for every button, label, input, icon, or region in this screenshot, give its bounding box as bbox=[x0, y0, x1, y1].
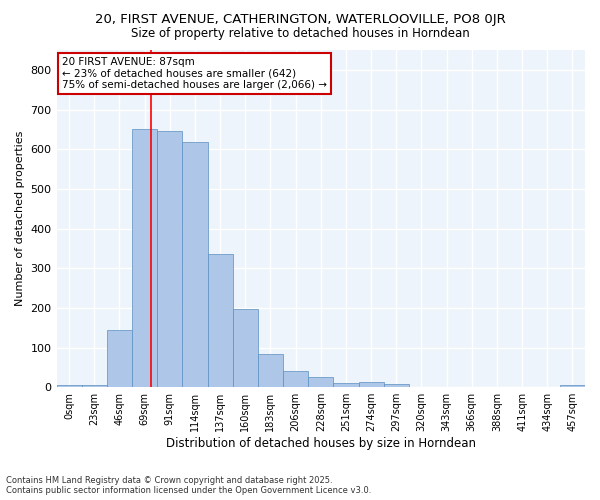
Bar bbox=[560, 385, 585, 387]
Text: Size of property relative to detached houses in Horndean: Size of property relative to detached ho… bbox=[131, 28, 469, 40]
Bar bbox=[107, 330, 132, 387]
Bar bbox=[383, 384, 409, 387]
Text: 20 FIRST AVENUE: 87sqm
← 23% of detached houses are smaller (642)
75% of semi-de: 20 FIRST AVENUE: 87sqm ← 23% of detached… bbox=[62, 56, 327, 90]
Bar bbox=[157, 132, 182, 387]
Text: Contains HM Land Registry data © Crown copyright and database right 2025.
Contai: Contains HM Land Registry data © Crown c… bbox=[6, 476, 371, 495]
Bar bbox=[82, 385, 107, 387]
Text: 20, FIRST AVENUE, CATHERINGTON, WATERLOOVILLE, PO8 0JR: 20, FIRST AVENUE, CATHERINGTON, WATERLOO… bbox=[95, 12, 505, 26]
Bar bbox=[258, 354, 283, 387]
X-axis label: Distribution of detached houses by size in Horndean: Distribution of detached houses by size … bbox=[166, 437, 476, 450]
Y-axis label: Number of detached properties: Number of detached properties bbox=[15, 131, 25, 306]
Bar bbox=[233, 308, 258, 387]
Bar bbox=[283, 371, 308, 387]
Bar bbox=[359, 382, 383, 387]
Bar bbox=[182, 142, 208, 387]
Bar bbox=[56, 385, 82, 387]
Bar bbox=[308, 377, 334, 387]
Bar bbox=[132, 130, 157, 387]
Bar bbox=[208, 254, 233, 387]
Bar bbox=[334, 383, 359, 387]
